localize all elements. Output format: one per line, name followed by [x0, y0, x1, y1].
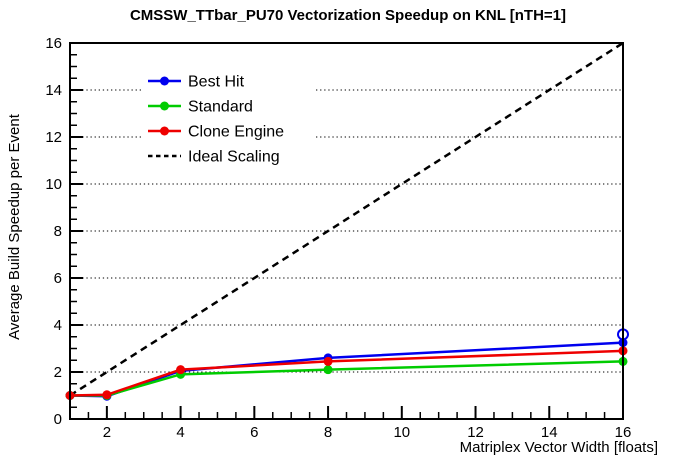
- series-standard: [65, 356, 628, 400]
- y-tick-label: 4: [54, 317, 62, 334]
- y-tick-label: 14: [45, 82, 62, 99]
- legend-marker-icon-standard: [160, 101, 169, 111]
- ideal-scaling-line: [69, 41, 624, 397]
- legend: Best Hit Standard Clone Engine Ideal Scalin…: [143, 66, 315, 169]
- legend-box: [143, 66, 315, 169]
- x-tick-label: 14: [541, 424, 558, 441]
- x-tick-label: 16: [615, 424, 632, 441]
- y-tick-label: 16: [45, 35, 62, 52]
- axis-ticks: [70, 42, 624, 420]
- y-tick-label: 12: [45, 129, 62, 146]
- legend-marker-icon-best-hit: [160, 76, 169, 86]
- data-point-clone-engine: [176, 365, 186, 375]
- data-point-standard: [323, 365, 333, 375]
- x-tick-label: 2: [103, 424, 111, 441]
- legend-label-best-hit: Best Hit: [188, 74, 245, 91]
- y-tick-label: 2: [54, 364, 62, 381]
- x-tick-label: 6: [250, 424, 258, 441]
- y-tick-label: 0: [54, 411, 62, 428]
- y-axis-title: Average Build Speedup per Event: [6, 114, 23, 340]
- legend-marker-icon-clone-engine: [160, 126, 169, 136]
- chart-title: CMSSW_TTbar_PU70 Vectorization Speedup o…: [129, 7, 567, 24]
- legend-entry-clone-engine: Clone Engine: [148, 124, 284, 141]
- data-point-clone-engine: [102, 390, 112, 400]
- series-best-hit: [65, 328, 629, 401]
- series-clone-engine: [65, 346, 628, 400]
- legend-label-ideal-scaling: Ideal Scaling: [188, 149, 280, 166]
- data-point-clone-engine: [323, 356, 333, 366]
- x-tick-label: 4: [176, 424, 184, 441]
- x-tick-label: 10: [393, 424, 410, 441]
- x-tick-label: 12: [467, 424, 484, 441]
- x-axis-title: Matriplex Vector Width [floats]: [459, 439, 658, 456]
- legend-label-clone-engine: Clone Engine: [188, 124, 284, 141]
- legend-label-standard: Standard: [188, 99, 253, 116]
- plot-frame: [69, 42, 624, 420]
- x-tick-label: 8: [324, 424, 332, 441]
- y-tick-label: 8: [54, 223, 62, 240]
- legend-entry-ideal-scaling: Ideal Scaling: [148, 149, 280, 166]
- y-tick-label: 10: [45, 176, 62, 193]
- legend-entry-best-hit: Best Hit: [148, 74, 245, 91]
- legend-entry-standard: Standard: [148, 99, 253, 116]
- tick-labels: 2 4 6 8 10 12 14 16 0 2 4 6 8 10 12 14 16: [45, 35, 631, 441]
- y-tick-label: 6: [54, 270, 62, 287]
